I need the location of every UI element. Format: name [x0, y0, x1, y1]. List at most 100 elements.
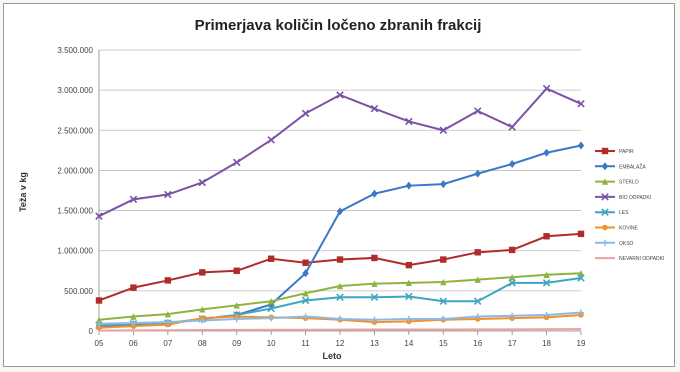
data-point: [405, 292, 413, 301]
legend: PAPIR EMBALAŽA STEKLO BIO ODPADKI LES KOVINE O…: [595, 147, 664, 262]
data-point: [474, 313, 481, 320]
x-tick-label: 17: [508, 339, 517, 348]
x-tick-label: 18: [542, 339, 551, 348]
data-point: [602, 224, 608, 231]
legend-label: EMBALAŽA: [619, 162, 646, 170]
data-point: [336, 282, 344, 290]
series-embalaža: [95, 141, 585, 331]
legend-item: NEVARNI ODPADKI: [595, 256, 664, 262]
data-point: [508, 160, 516, 169]
data-point: [601, 162, 609, 171]
data-point: [473, 297, 482, 306]
data-point: [130, 323, 137, 329]
data-point: [267, 304, 275, 313]
data-point: [302, 313, 309, 320]
data-point: [164, 277, 172, 284]
data-point: [336, 293, 344, 302]
data-point: [577, 100, 585, 108]
data-point: [336, 207, 344, 216]
data-point: [601, 178, 609, 185]
data-point: [440, 315, 447, 323]
y-tick-label: 2.500.000: [57, 126, 93, 135]
data-point: [474, 249, 481, 256]
x-tick-label: 08: [198, 339, 207, 348]
x-tick-label: 06: [129, 339, 138, 348]
legend-label: STEKLO: [619, 180, 639, 186]
x-tick-label: 12: [336, 339, 345, 348]
x-tick-label: 13: [370, 339, 379, 348]
data-point: [508, 274, 516, 281]
series-okso: [95, 309, 585, 327]
data-point: [473, 107, 482, 115]
data-point: [267, 314, 275, 322]
data-point: [233, 267, 240, 274]
line-chart: Primerjava količin ločeno zbranih frakci…: [18, 17, 664, 361]
data-point: [95, 316, 103, 323]
data-point: [301, 109, 310, 118]
data-point: [130, 319, 137, 327]
data-point: [508, 279, 516, 287]
data-point: [405, 261, 413, 269]
x-tick-label: 11: [301, 339, 310, 348]
data-point: [164, 310, 172, 318]
y-tick-label: 0: [89, 327, 94, 336]
legend-item: KOVINE: [595, 224, 639, 232]
data-point: [302, 290, 309, 297]
x-tick-label: 07: [163, 339, 172, 348]
data-point: [405, 315, 413, 323]
series-line: [98, 144, 582, 328]
data-point: [543, 233, 550, 240]
y-tick-label: 1.500.000: [57, 207, 93, 216]
legend-item: BIO ODPADKI: [595, 193, 651, 201]
legend-label: LES: [619, 210, 629, 216]
data-point: [233, 302, 240, 309]
chart-frame: Primerjava količin ločeno zbranih frakci…: [3, 3, 675, 367]
data-point: [370, 104, 379, 113]
data-point: [601, 193, 609, 201]
data-point: [474, 169, 481, 178]
data-point: [601, 208, 609, 216]
data-point: [336, 91, 344, 99]
data-point: [405, 117, 413, 126]
data-point: [577, 274, 585, 282]
x-axis-label: Leto: [323, 351, 343, 361]
data-point: [233, 315, 240, 323]
legend-item: OKSO: [595, 239, 634, 247]
data-point: [508, 123, 516, 131]
data-point: [542, 84, 551, 93]
y-tick-label: 1.000.000: [57, 247, 93, 256]
legend-label: KOVINE: [619, 226, 639, 232]
data-point: [601, 239, 609, 246]
series-layer: [95, 84, 585, 332]
data-point: [440, 180, 447, 189]
data-point: [439, 126, 448, 135]
data-point: [543, 148, 550, 157]
legend-label: PAPIR: [619, 149, 634, 155]
series-nevarni-odpadki: [98, 328, 582, 332]
data-point: [95, 212, 103, 220]
data-point: [577, 141, 585, 150]
y-tick-label: 2.000.000: [57, 166, 93, 175]
data-point: [542, 279, 551, 287]
data-point: [370, 293, 379, 302]
legend-label: OKSO: [619, 241, 634, 247]
data-point: [199, 269, 206, 276]
legend-label: BIO ODPADKI: [619, 195, 651, 201]
x-tick-label: 05: [95, 339, 104, 348]
data-point: [371, 316, 378, 323]
series-papir: [95, 230, 585, 304]
legend-item: STEKLO: [595, 178, 639, 186]
data-point: [336, 256, 344, 263]
legend-item: EMBALAŽA: [595, 162, 646, 171]
data-point: [96, 324, 102, 331]
data-point: [130, 284, 137, 291]
data-point: [199, 306, 206, 313]
data-point: [130, 313, 137, 320]
x-tick-label: 10: [267, 339, 276, 348]
data-point: [405, 181, 413, 190]
data-point: [232, 158, 241, 167]
data-point: [577, 230, 585, 238]
series-bio-odpadki: [95, 84, 585, 220]
data-point: [508, 246, 516, 254]
x-tick-label: 19: [577, 339, 586, 348]
